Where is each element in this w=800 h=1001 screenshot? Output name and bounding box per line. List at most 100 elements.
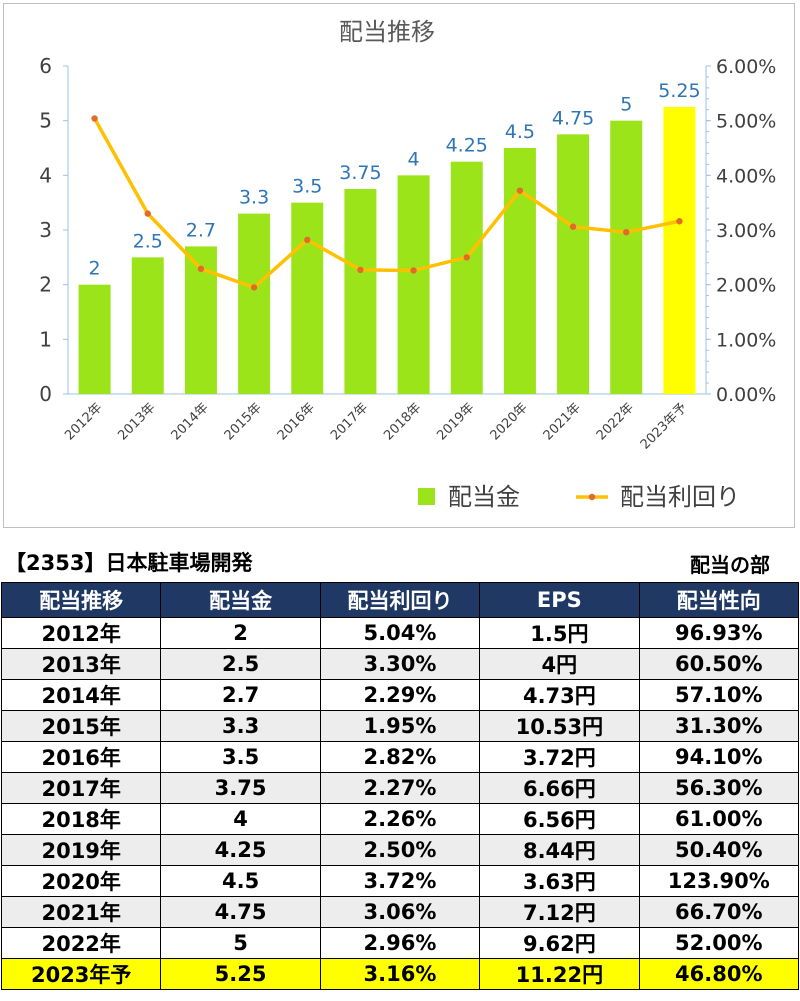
table-cell: 61.00% xyxy=(638,803,800,835)
x-category-label: 2013年 xyxy=(115,400,158,443)
yield-point xyxy=(304,236,311,244)
yield-point xyxy=(250,284,258,291)
table-cell: 57.10% xyxy=(638,679,800,711)
table-cell: 2015年 xyxy=(0,710,162,742)
left-tick-label: 0 xyxy=(39,382,52,406)
table-cell: 4.75 xyxy=(160,896,321,928)
table-cell: 4 xyxy=(160,803,321,835)
table-row: 2013年 2.5 3.30% 4円 60.50% xyxy=(0,648,800,680)
bar-data-label: 5.25 xyxy=(658,80,700,102)
x-category-label: 2017年 xyxy=(328,400,371,443)
table-cell: 2.7 xyxy=(160,679,321,711)
table-cell: 2016年 xyxy=(0,741,162,773)
table-row: 2016年 3.5 2.82% 3.72円 94.10% xyxy=(0,741,800,773)
table-cell: 123.90% xyxy=(638,865,800,897)
table-cell: 3.72% xyxy=(319,865,481,897)
column-header: 配当性向 xyxy=(638,582,800,618)
table-cell: 4.73円 xyxy=(479,679,640,711)
right-tick-label: 5.00% xyxy=(716,111,776,133)
table-cell: 4.5 xyxy=(160,865,321,897)
legend-label-dividend: 配当金 xyxy=(448,483,520,511)
bar-data-label: 2 xyxy=(89,258,101,280)
table-cell: 2021年 xyxy=(0,896,162,928)
table-cell: 2.27% xyxy=(319,772,481,804)
left-tick-label: 1 xyxy=(39,327,52,351)
right-tick-label: 6.00% xyxy=(716,56,776,78)
table-cell: 2022年 xyxy=(0,927,162,959)
yield-point xyxy=(144,210,151,217)
table-body: 2012年 2 5.04% 1.5円 96.93% 2013年 2.5 3.30% 4円 60.5… xyxy=(0,617,800,990)
table-cell: 9.62円 xyxy=(479,927,640,959)
x-category-label: 2022年 xyxy=(594,400,637,443)
table-row: 2012年 2 5.04% 1.5円 96.93% xyxy=(0,617,800,649)
column-header: 配当推移 xyxy=(0,582,162,618)
bar-data-label: 4.25 xyxy=(446,135,488,157)
bar xyxy=(397,175,430,394)
right-tick-label: 2.00% xyxy=(716,275,776,297)
x-category-label: 2018年 xyxy=(381,400,424,443)
table-cell: 5.25 xyxy=(160,958,321,990)
bar xyxy=(610,120,643,395)
table-cell: 3.72円 xyxy=(479,741,640,773)
bar xyxy=(131,257,164,394)
table-cell: 11.22円 xyxy=(479,958,640,990)
bar xyxy=(238,213,271,394)
table-cell: 2.82% xyxy=(319,741,481,773)
bar-data-label: 4.75 xyxy=(552,107,594,129)
right-tick-label: 1.00% xyxy=(716,329,776,351)
yield-point xyxy=(676,218,683,225)
x-category-label: 2015年 xyxy=(222,400,265,443)
right-tick-label: 4.00% xyxy=(716,165,776,187)
yield-point xyxy=(197,265,205,273)
table-cell: 1.95% xyxy=(319,710,481,742)
right-tick-label: 0.00% xyxy=(716,384,776,406)
x-category-label: 2021年 xyxy=(541,400,584,443)
table-cell: 2018年 xyxy=(0,803,162,835)
table-cell: 2.26% xyxy=(319,803,481,835)
right-tick-label: 3.00% xyxy=(716,220,776,242)
legend-label-yield: 配当利回り xyxy=(620,483,740,511)
x-category-label: 2016年 xyxy=(275,400,318,443)
table-cell: 3.3 xyxy=(160,710,321,742)
dividend-table: 配当推移 配当金 配当利回り EPS 配当性向 2012年 2 5.04% 1.5円 96.93… xyxy=(0,582,800,990)
table-cell: 3.06% xyxy=(319,896,481,928)
bar-data-label: 2.5 xyxy=(133,230,163,252)
table-cell: 31.30% xyxy=(638,710,800,742)
yield-point xyxy=(623,228,630,236)
yield-point xyxy=(91,115,98,122)
table-row: 2014年 2.7 2.29% 4.73円 57.10% xyxy=(0,679,800,711)
table-cell: 2.50% xyxy=(319,834,481,866)
table-cell: 2012年 xyxy=(0,617,162,649)
bar-data-label: 3.75 xyxy=(339,162,381,184)
column-header: 配当金 xyxy=(160,582,321,618)
table-cell: 2017年 xyxy=(0,772,162,804)
table-cell: 56.30% xyxy=(638,772,800,804)
table-cell: 94.10% xyxy=(638,741,800,773)
bar-data-label: 4.5 xyxy=(505,121,535,143)
bar-data-label: 4 xyxy=(408,148,420,170)
table-row: 2021年 4.75 3.06% 7.12円 66.70% xyxy=(0,896,800,928)
table-cell: 2023年予 xyxy=(0,958,162,990)
bar xyxy=(344,189,377,394)
table-cell: 50.40% xyxy=(638,834,800,866)
column-header: 配当利回り xyxy=(319,582,481,618)
left-tick-label: 2 xyxy=(39,273,52,297)
table-row: 2017年 3.75 2.27% 6.66円 56.30% xyxy=(0,772,800,804)
legend-marker-yield xyxy=(588,493,596,501)
left-tick-label: 5 xyxy=(39,109,52,133)
bar-data-label: 3.3 xyxy=(239,187,269,209)
table-row: 2019年 4.25 2.50% 8.44円 50.40% xyxy=(0,834,800,866)
yield-point xyxy=(410,267,417,274)
yield-line xyxy=(92,116,682,290)
x-category-label: 2014年 xyxy=(169,400,212,443)
table-row: 2020年 4.5 3.72% 3.63円 123.90% xyxy=(0,865,800,897)
company-title: 【2353】日本駐車場開発 xyxy=(5,551,253,575)
table-cell: 52.00% xyxy=(638,927,800,959)
table-cell: 96.93% xyxy=(638,617,800,649)
table-row: 2023年予 5.25 3.16% 11.22円 46.80% xyxy=(0,958,800,990)
x-category-label: 2020年 xyxy=(488,400,531,443)
table-row: 2018年 4 2.26% 6.56円 61.00% xyxy=(0,803,800,835)
table-cell: 2014年 xyxy=(0,679,162,711)
x-category-label: 2023年予 xyxy=(638,400,690,452)
bar xyxy=(450,161,483,394)
